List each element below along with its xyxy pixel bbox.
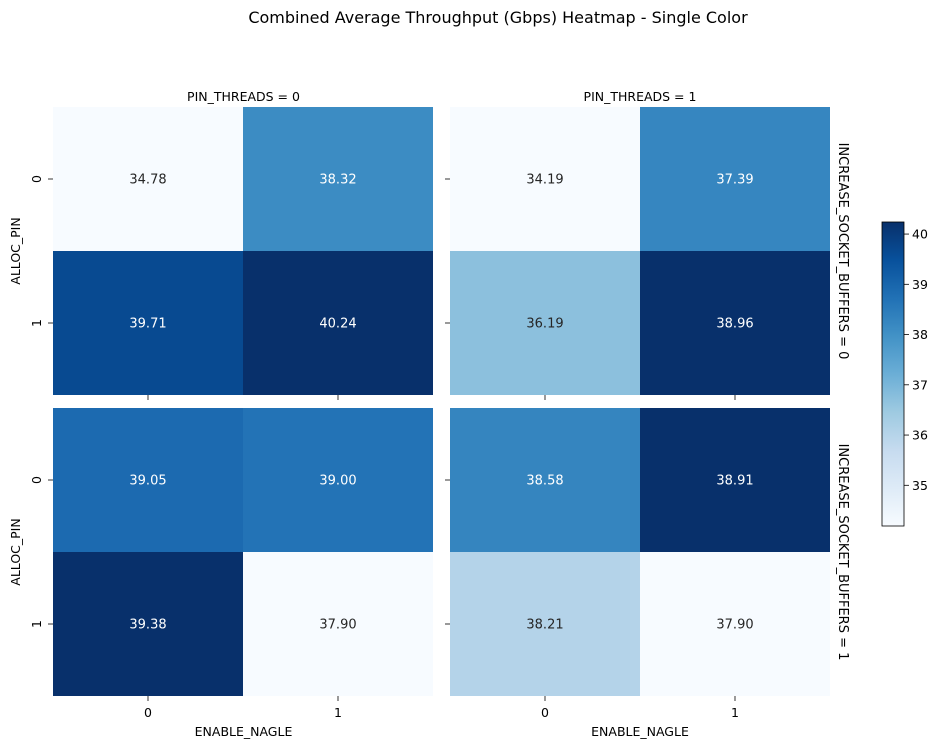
cell-value-label: 38.96	[716, 317, 753, 332]
cell-value-label: 38.58	[526, 474, 563, 489]
heatmap-cell	[243, 251, 433, 395]
heatmap-cell	[640, 251, 830, 395]
colorbar-tick-label: 35	[912, 478, 928, 493]
y-tick-label: 1	[29, 319, 44, 327]
cell-value-label: 38.21	[526, 618, 563, 633]
x-tick-label: 0	[541, 705, 549, 720]
x-axis-label-left: ENABLE_NAGLE	[195, 724, 293, 739]
x-tick-label: 1	[334, 705, 342, 720]
colorbar-tick-label: 39	[912, 277, 928, 292]
col-facet-label-1: PIN_THREADS = 1	[584, 89, 697, 104]
y-tick-label: 0	[29, 476, 44, 484]
heatmap-cell	[640, 408, 830, 552]
cell-value-label: 40.24	[319, 317, 356, 332]
colorbar-tick-label: 37	[912, 377, 928, 392]
cell-value-label: 38.32	[319, 173, 356, 188]
heatmap-cell	[640, 552, 830, 696]
colorbar-tick-label: 38	[912, 327, 928, 342]
cell-value-label: 39.00	[319, 474, 356, 489]
colorbar: 35 36 37 38 39 40	[881, 221, 928, 527]
row-facet-label-1: INCREASE_SOCKET_BUFFERS = 1	[835, 444, 850, 661]
col-facet-label-0: PIN_THREADS = 0	[187, 89, 300, 104]
heatmap-panel-r1-c1: 38.58 38.91 38.21 37.90	[450, 408, 830, 696]
heatmap-cell	[53, 251, 243, 395]
heatmap-cell	[243, 107, 433, 251]
cell-value-label: 39.05	[129, 474, 166, 489]
row-facet-label-0: INCREASE_SOCKET_BUFFERS = 0	[835, 143, 850, 360]
x-tick-label: 1	[731, 705, 739, 720]
cell-value-label: 38.91	[716, 474, 753, 489]
heatmap-cell	[53, 408, 243, 552]
y-axis-label-top: ALLOC_PIN	[8, 217, 23, 284]
colorbar-tick-label: 40	[912, 227, 928, 242]
heatmap-cell	[450, 408, 640, 552]
heatmap-panel-r0-c1: 34.19 37.39 36.19 38.96	[450, 107, 830, 395]
x-axis-label-right: ENABLE_NAGLE	[591, 724, 689, 739]
cell-value-label: 34.19	[526, 173, 563, 188]
heatmap-panels: 34.78 38.32 39.71 40.24 34.19 37.39 36.19 38.96…	[53, 107, 830, 696]
heatmap-panel-r1-c0: 39.05 39.00 39.38 37.90	[53, 408, 433, 696]
axis-ticks: 0 1 0 1 0 1 0 1	[29, 175, 739, 720]
chart-title: Combined Average Throughput (Gbps) Heatm…	[248, 8, 748, 27]
x-tick-label: 0	[144, 705, 152, 720]
cell-value-label: 37.90	[716, 618, 753, 633]
cell-value-label: 39.71	[129, 317, 166, 332]
colorbar-gradient	[881, 221, 905, 527]
cell-value-label: 37.39	[716, 173, 753, 188]
heatmap-cell	[450, 552, 640, 696]
cell-value-label: 39.38	[129, 618, 166, 633]
heatmap-cell	[243, 552, 433, 696]
y-tick-label: 1	[29, 620, 44, 628]
y-tick-label: 0	[29, 175, 44, 183]
heatmap-cell	[640, 107, 830, 251]
heatmap-cell	[53, 552, 243, 696]
cell-value-label: 37.90	[319, 618, 356, 633]
colorbar-tick-label: 36	[912, 428, 928, 443]
cell-value-label: 36.19	[526, 317, 563, 332]
cell-value-label: 34.78	[129, 173, 166, 188]
heatmap-cell	[243, 408, 433, 552]
heatmap-cell	[450, 251, 640, 395]
y-axis-label-bottom: ALLOC_PIN	[8, 518, 23, 585]
heatmap-cell	[450, 107, 640, 251]
heatmap-cell	[53, 107, 243, 251]
heatmap-panel-r0-c0: 34.78 38.32 39.71 40.24	[53, 107, 433, 395]
